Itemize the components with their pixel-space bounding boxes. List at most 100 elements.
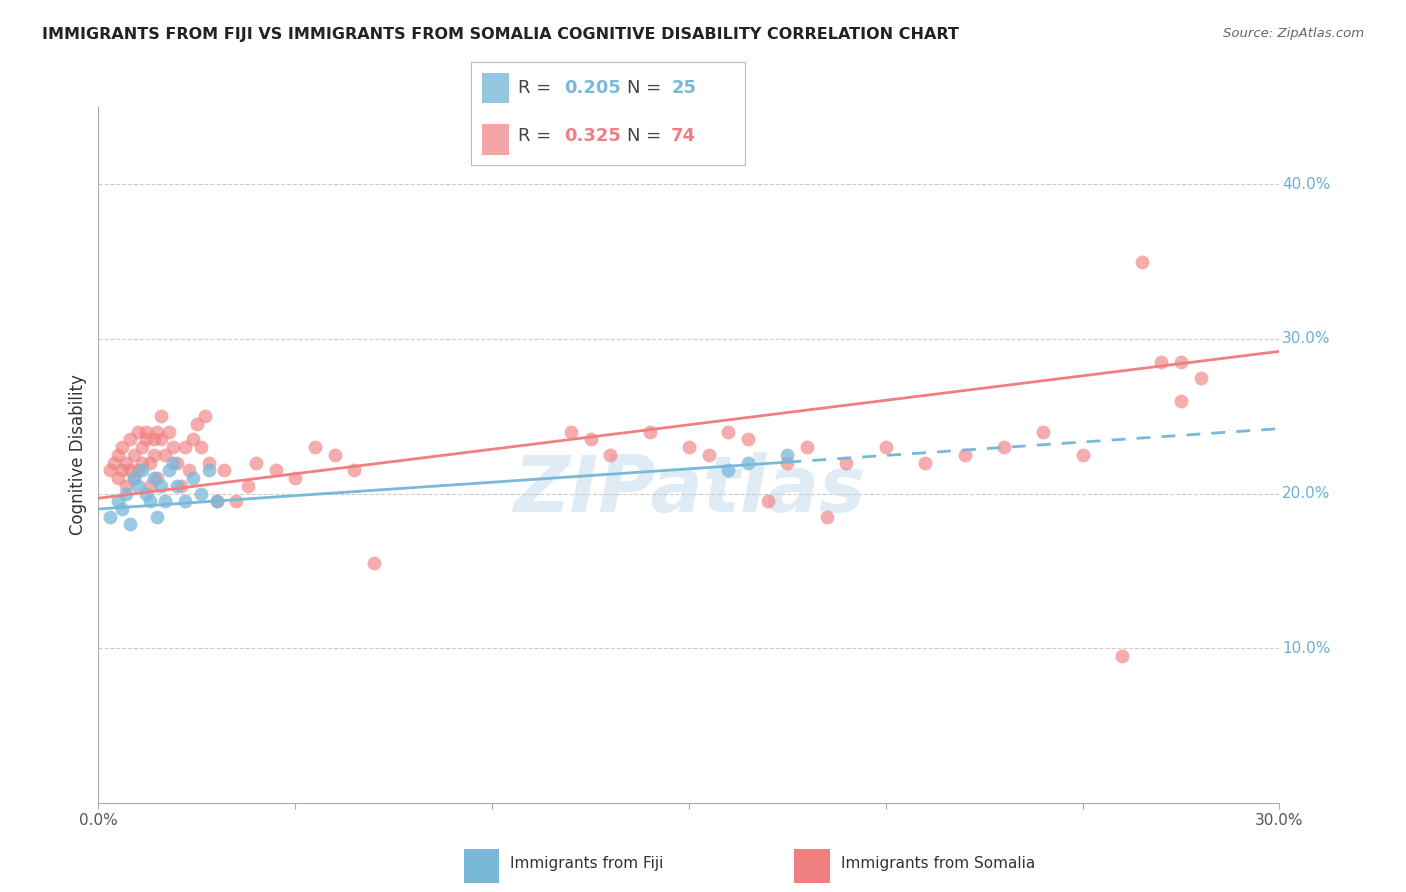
- Text: 25: 25: [671, 79, 696, 97]
- Point: [131, 440, 153, 454]
- Point: [138, 479, 160, 493]
- Point: [343, 463, 366, 477]
- Point: [115, 479, 138, 493]
- Point: [638, 425, 661, 439]
- Point: [162, 456, 184, 470]
- Point: [107, 494, 129, 508]
- Point: [796, 440, 818, 454]
- Point: [776, 456, 799, 470]
- Point: [737, 456, 759, 470]
- Point: [118, 517, 141, 532]
- Point: [142, 448, 165, 462]
- Point: [98, 509, 121, 524]
- Point: [363, 556, 385, 570]
- Point: [98, 463, 121, 477]
- Point: [1111, 648, 1133, 663]
- Point: [197, 463, 219, 477]
- Point: [150, 409, 173, 424]
- Text: Immigrants from Fiji: Immigrants from Fiji: [510, 856, 664, 871]
- Point: [115, 456, 138, 470]
- Point: [127, 479, 149, 493]
- Point: [111, 463, 134, 477]
- Point: [135, 425, 157, 439]
- Point: [205, 494, 228, 508]
- Point: [717, 425, 740, 439]
- Point: [993, 440, 1015, 454]
- Bar: [482, 124, 509, 155]
- Text: Immigrants from Somalia: Immigrants from Somalia: [841, 856, 1035, 871]
- Point: [103, 456, 125, 470]
- Point: [142, 433, 165, 447]
- Text: 0.325: 0.325: [564, 128, 621, 145]
- Point: [717, 463, 740, 477]
- Point: [1032, 425, 1054, 439]
- Point: [1071, 448, 1094, 462]
- Point: [155, 448, 177, 462]
- Point: [122, 448, 145, 462]
- Point: [953, 448, 976, 462]
- Point: [245, 456, 267, 470]
- Point: [118, 463, 141, 477]
- Point: [142, 471, 165, 485]
- Point: [138, 494, 160, 508]
- Point: [875, 440, 897, 454]
- Point: [815, 509, 838, 524]
- Point: [127, 425, 149, 439]
- Point: [138, 456, 160, 470]
- Point: [236, 479, 259, 493]
- Point: [122, 471, 145, 485]
- Point: [197, 456, 219, 470]
- Text: N =: N =: [627, 128, 668, 145]
- Point: [264, 463, 287, 477]
- Point: [194, 409, 217, 424]
- Point: [181, 433, 204, 447]
- Point: [150, 433, 173, 447]
- Point: [111, 440, 134, 454]
- Text: R =: R =: [517, 79, 557, 97]
- Text: 40.0%: 40.0%: [1282, 177, 1330, 192]
- Text: ZIPatlas: ZIPatlas: [513, 451, 865, 528]
- Point: [181, 471, 204, 485]
- Point: [111, 502, 134, 516]
- Point: [1189, 370, 1212, 384]
- Point: [122, 471, 145, 485]
- Point: [914, 456, 936, 470]
- Point: [107, 448, 129, 462]
- Point: [737, 433, 759, 447]
- Text: 30.0%: 30.0%: [1282, 332, 1330, 346]
- Text: 10.0%: 10.0%: [1282, 640, 1330, 656]
- Bar: [482, 73, 509, 103]
- Point: [776, 448, 799, 462]
- Point: [150, 479, 173, 493]
- Point: [560, 425, 582, 439]
- Point: [162, 440, 184, 454]
- Point: [170, 479, 193, 493]
- Point: [186, 417, 208, 431]
- Point: [214, 463, 236, 477]
- Point: [284, 471, 307, 485]
- Point: [135, 433, 157, 447]
- Point: [1150, 355, 1173, 369]
- Point: [115, 486, 138, 500]
- Text: N =: N =: [627, 79, 668, 97]
- Point: [118, 433, 141, 447]
- Point: [1170, 355, 1192, 369]
- Point: [107, 471, 129, 485]
- Point: [131, 463, 153, 477]
- Point: [174, 440, 197, 454]
- Point: [190, 440, 212, 454]
- Point: [1130, 254, 1153, 268]
- Point: [155, 494, 177, 508]
- Point: [166, 456, 188, 470]
- Point: [190, 486, 212, 500]
- Point: [579, 433, 602, 447]
- Point: [225, 494, 247, 508]
- Point: [697, 448, 720, 462]
- Point: [146, 425, 169, 439]
- Point: [835, 456, 858, 470]
- Text: 0.205: 0.205: [564, 79, 621, 97]
- Point: [678, 440, 700, 454]
- Text: IMMIGRANTS FROM FIJI VS IMMIGRANTS FROM SOMALIA COGNITIVE DISABILITY CORRELATION: IMMIGRANTS FROM FIJI VS IMMIGRANTS FROM …: [42, 27, 959, 42]
- Point: [177, 463, 200, 477]
- Point: [304, 440, 326, 454]
